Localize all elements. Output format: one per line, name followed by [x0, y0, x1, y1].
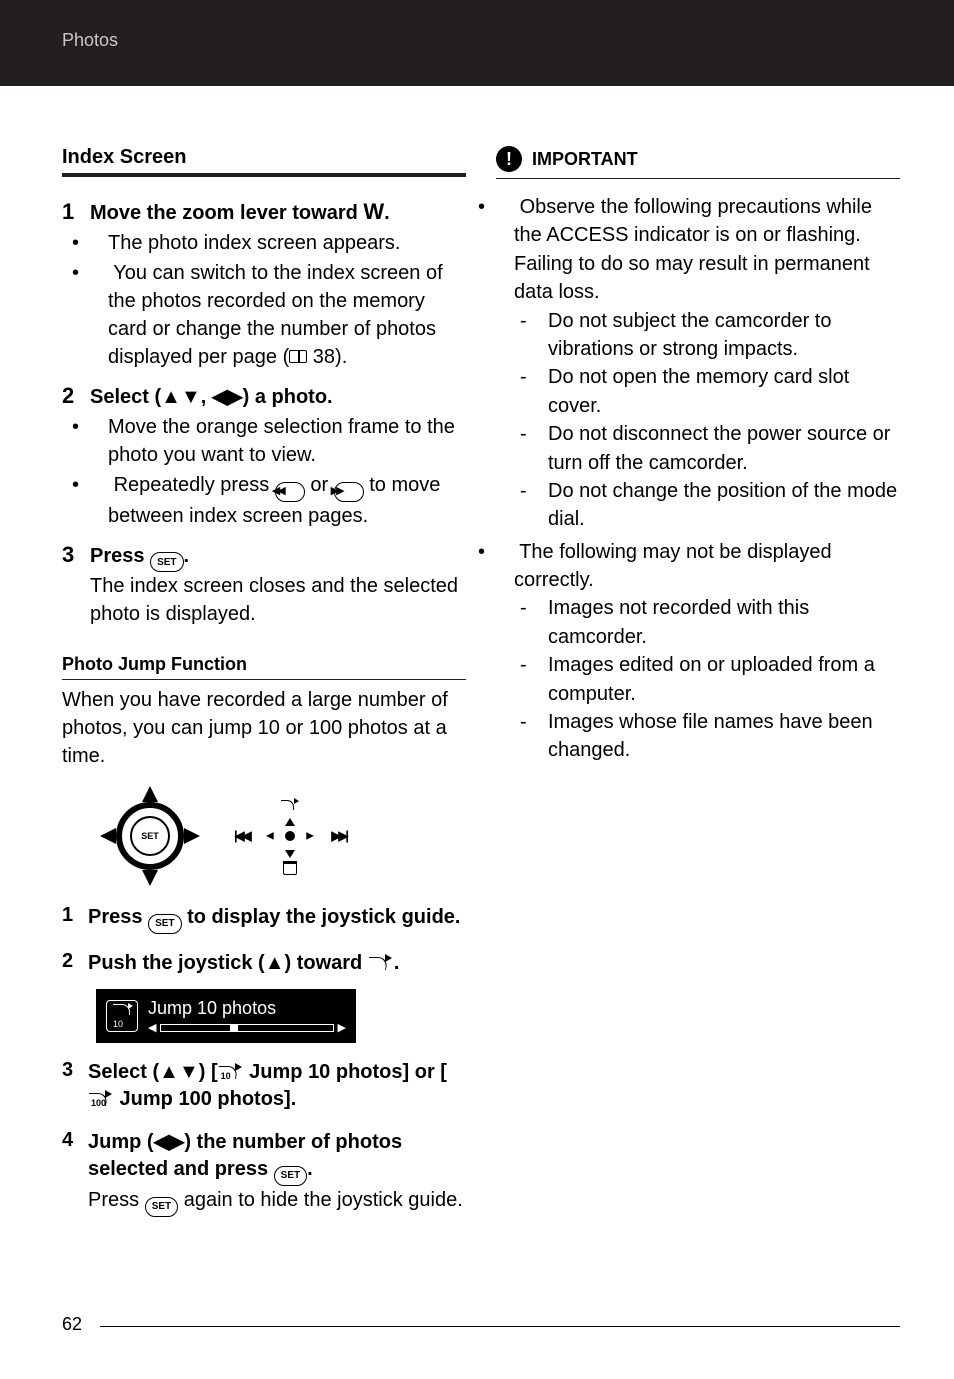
step-1-num: 1 [62, 199, 90, 225]
important-header: ! IMPORTANT [496, 146, 900, 179]
set-button-icon [145, 1197, 178, 1217]
jump-step-1: 1 Press to display the joystick guide. [62, 904, 466, 934]
right-column: ! IMPORTANT Observe the following precau… [496, 146, 900, 1233]
jump-step-3: 3 Select (▲▼) [10 Jump 10 photos] or [10… [62, 1059, 466, 1113]
important-list: Observe the following precautions while … [496, 193, 900, 765]
forward-button-icon: ▶▶ [334, 482, 364, 502]
header-band: Photos [0, 0, 954, 86]
page-content: Index Screen 1 Move the zoom lever towar… [0, 86, 954, 1233]
step-1-bullet-2: You can switch to the index screen of th… [90, 259, 466, 371]
step-2-bullet-1: Move the orange selection frame to the p… [90, 413, 466, 469]
main-steps: 1 Move the zoom lever toward W. The phot… [62, 197, 466, 628]
jump-10-icon: 10 [218, 1061, 244, 1081]
jump-mini-icon [281, 798, 299, 812]
step-1-bullets: The photo index screen appears. You can … [90, 229, 466, 371]
step-2-bullet-2: Repeatedly press ◀◀ or ▶▶ to move betwee… [90, 471, 466, 530]
step-3-body: The index screen closes and the selected… [62, 572, 466, 628]
step-3: 3 Press . The index screen closes and th… [62, 542, 466, 629]
jump-steps: 1 Press to display the joystick guide. 2… [62, 904, 466, 1217]
jump-icon [368, 952, 394, 972]
w-icon: W [363, 199, 384, 224]
jump-step-4: 4 Jump (◀▶) the number of photos selecte… [62, 1129, 466, 1217]
jump-bar-icon: 10 [106, 1000, 138, 1032]
joystick-icon: SET [102, 788, 198, 884]
section-name: Photos [62, 30, 118, 50]
page-ref-icon [289, 350, 307, 363]
important-item-2: The following may not be displayed corre… [496, 538, 900, 765]
photo-jump-para: When you have recorded a large number of… [62, 686, 466, 770]
page-rule [100, 1326, 900, 1327]
jump-bar-label: Jump 10 photos [148, 998, 346, 1019]
important-label: IMPORTANT [532, 149, 638, 170]
important-icon: ! [496, 146, 522, 172]
nav-cross-icon: |◀◀ ▶▶| ◀▶ [242, 800, 338, 872]
step-3-head: Press . [90, 543, 189, 573]
step-1-head: Move the zoom lever toward W. [90, 197, 390, 227]
step-2: 2 Select (▲▼, ◀▶) a photo. Move the oran… [62, 383, 466, 530]
step-2-num: 2 [62, 383, 90, 409]
photo-jump-title: Photo Jump Function [62, 654, 466, 680]
set-button-icon [274, 1166, 307, 1186]
set-button-icon [148, 914, 181, 934]
jump-step-2: 2 Push the joystick (▲) toward . 10 Jump… [62, 950, 466, 1043]
page-number: 62 [62, 1314, 82, 1335]
step-2-head: Select (▲▼, ◀▶) a photo. [90, 384, 333, 411]
rewind-button-icon: ◀◀ [275, 482, 305, 502]
jump-step-4-body: Press again to hide the joystick guide. [62, 1186, 466, 1217]
important-item-2-dashes: Images not recorded with this camcorder.… [514, 594, 900, 764]
book-icon [289, 350, 307, 363]
step-3-num: 3 [62, 542, 90, 568]
important-item-1-dashes: Do not subject the camcorder to vibratio… [514, 307, 900, 534]
index-screen-title: Index Screen [62, 146, 466, 177]
jump-bar: 10 Jump 10 photos ◀▶ [96, 989, 356, 1043]
important-item-1: Observe the following precautions while … [496, 193, 900, 534]
left-column: Index Screen 1 Move the zoom lever towar… [62, 146, 466, 1233]
joystick-diagram: SET |◀◀ ▶▶| ◀▶ [102, 788, 466, 884]
step-2-bullets: Move the orange selection frame to the p… [90, 413, 466, 530]
skip-back-icon: |◀◀ [234, 828, 249, 844]
jump-100-icon: 100 [88, 1088, 114, 1108]
step-1-bullet-1: The photo index screen appears. [90, 229, 466, 257]
trash-mini-icon [283, 861, 297, 875]
set-button-icon [150, 552, 183, 572]
step-1: 1 Move the zoom lever toward W. The phot… [62, 197, 466, 371]
skip-fwd-icon: ▶▶| [331, 828, 346, 844]
